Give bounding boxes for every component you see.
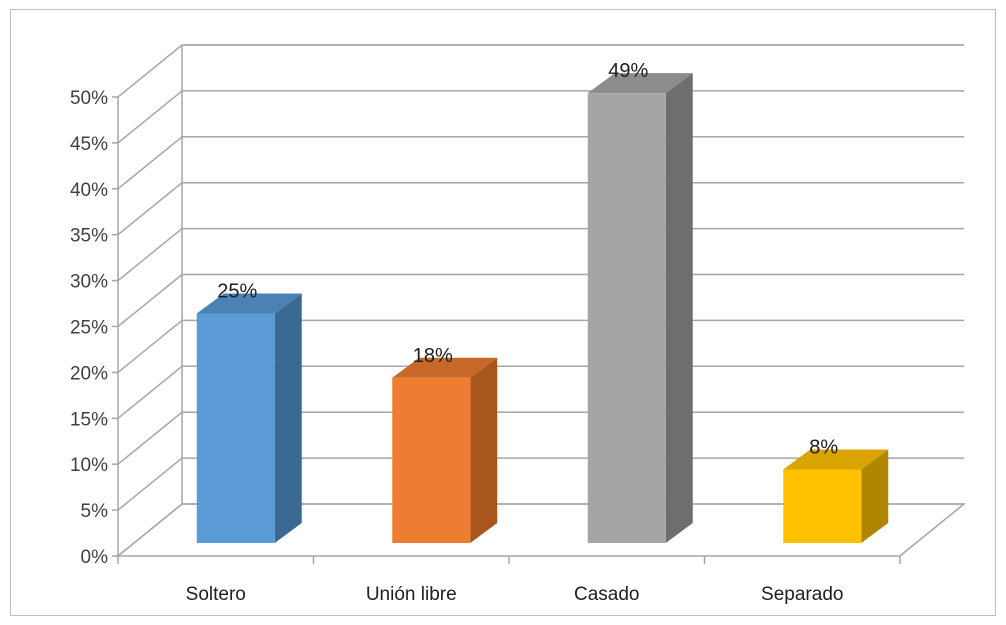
y-tick-label: 45% xyxy=(70,134,108,155)
bar-side-face xyxy=(861,449,889,543)
data-labels: 25% 18% 49% 8% xyxy=(217,60,838,458)
bar-side-face xyxy=(274,293,302,543)
bar-separado xyxy=(783,449,889,543)
data-label: 8% xyxy=(809,437,838,459)
bar-front-face xyxy=(587,93,666,544)
gridline-side-wall xyxy=(117,273,183,328)
bar-casado xyxy=(587,73,693,544)
gridline-side-wall xyxy=(117,457,183,511)
gridline-side-wall xyxy=(117,228,183,282)
bar-top-face xyxy=(196,293,302,314)
bar-unión-libre xyxy=(392,357,498,543)
x-category-label: Soltero xyxy=(186,584,246,605)
bar-top-face xyxy=(587,73,693,94)
bar-front-face xyxy=(392,377,471,543)
y-tick-label: 30% xyxy=(70,272,108,293)
gridline-side-wall xyxy=(117,319,183,373)
gridline-side-wall xyxy=(117,365,183,419)
x-category-label: Unión libre xyxy=(366,584,457,605)
gridline-side-wall xyxy=(117,44,183,98)
y-tick-label: 15% xyxy=(70,409,108,430)
x-category-label: Separado xyxy=(761,584,843,605)
bar-side-face xyxy=(665,73,693,544)
bar-top-face xyxy=(783,449,889,470)
gridline-side-wall xyxy=(117,182,183,236)
bar-top-face xyxy=(392,357,498,378)
bar-side-face xyxy=(470,357,498,543)
y-tick-label: 10% xyxy=(70,455,108,476)
y-tick-label: 40% xyxy=(70,180,108,201)
bar-front-face xyxy=(196,313,275,543)
bar-front-face xyxy=(783,469,862,543)
y-tick-label: 50% xyxy=(70,88,108,109)
gridline-side-wall xyxy=(117,503,183,557)
y-tick-label: 35% xyxy=(70,226,108,247)
data-label: 49% xyxy=(608,60,648,82)
x-category-label: Casado xyxy=(574,584,640,605)
y-axis-ticks: 0% 5% 10% 15% 20% 25% 30% 35% 40% 45% 50% xyxy=(70,88,118,568)
gridline-side-wall xyxy=(117,136,183,190)
gridline-side-wall xyxy=(117,90,183,144)
bars xyxy=(196,73,889,544)
data-label: 18% xyxy=(413,345,453,367)
x-axis-categories: Soltero Unión libre Casado Separado xyxy=(117,556,901,605)
y-tick-label: 0% xyxy=(81,547,109,568)
gridline-side-wall xyxy=(117,411,183,465)
y-tick-label: 25% xyxy=(70,318,108,339)
y-tick-label: 20% xyxy=(70,363,108,384)
y-tick-label: 5% xyxy=(81,501,109,522)
bar-soltero xyxy=(196,293,302,543)
data-label: 25% xyxy=(217,281,257,303)
